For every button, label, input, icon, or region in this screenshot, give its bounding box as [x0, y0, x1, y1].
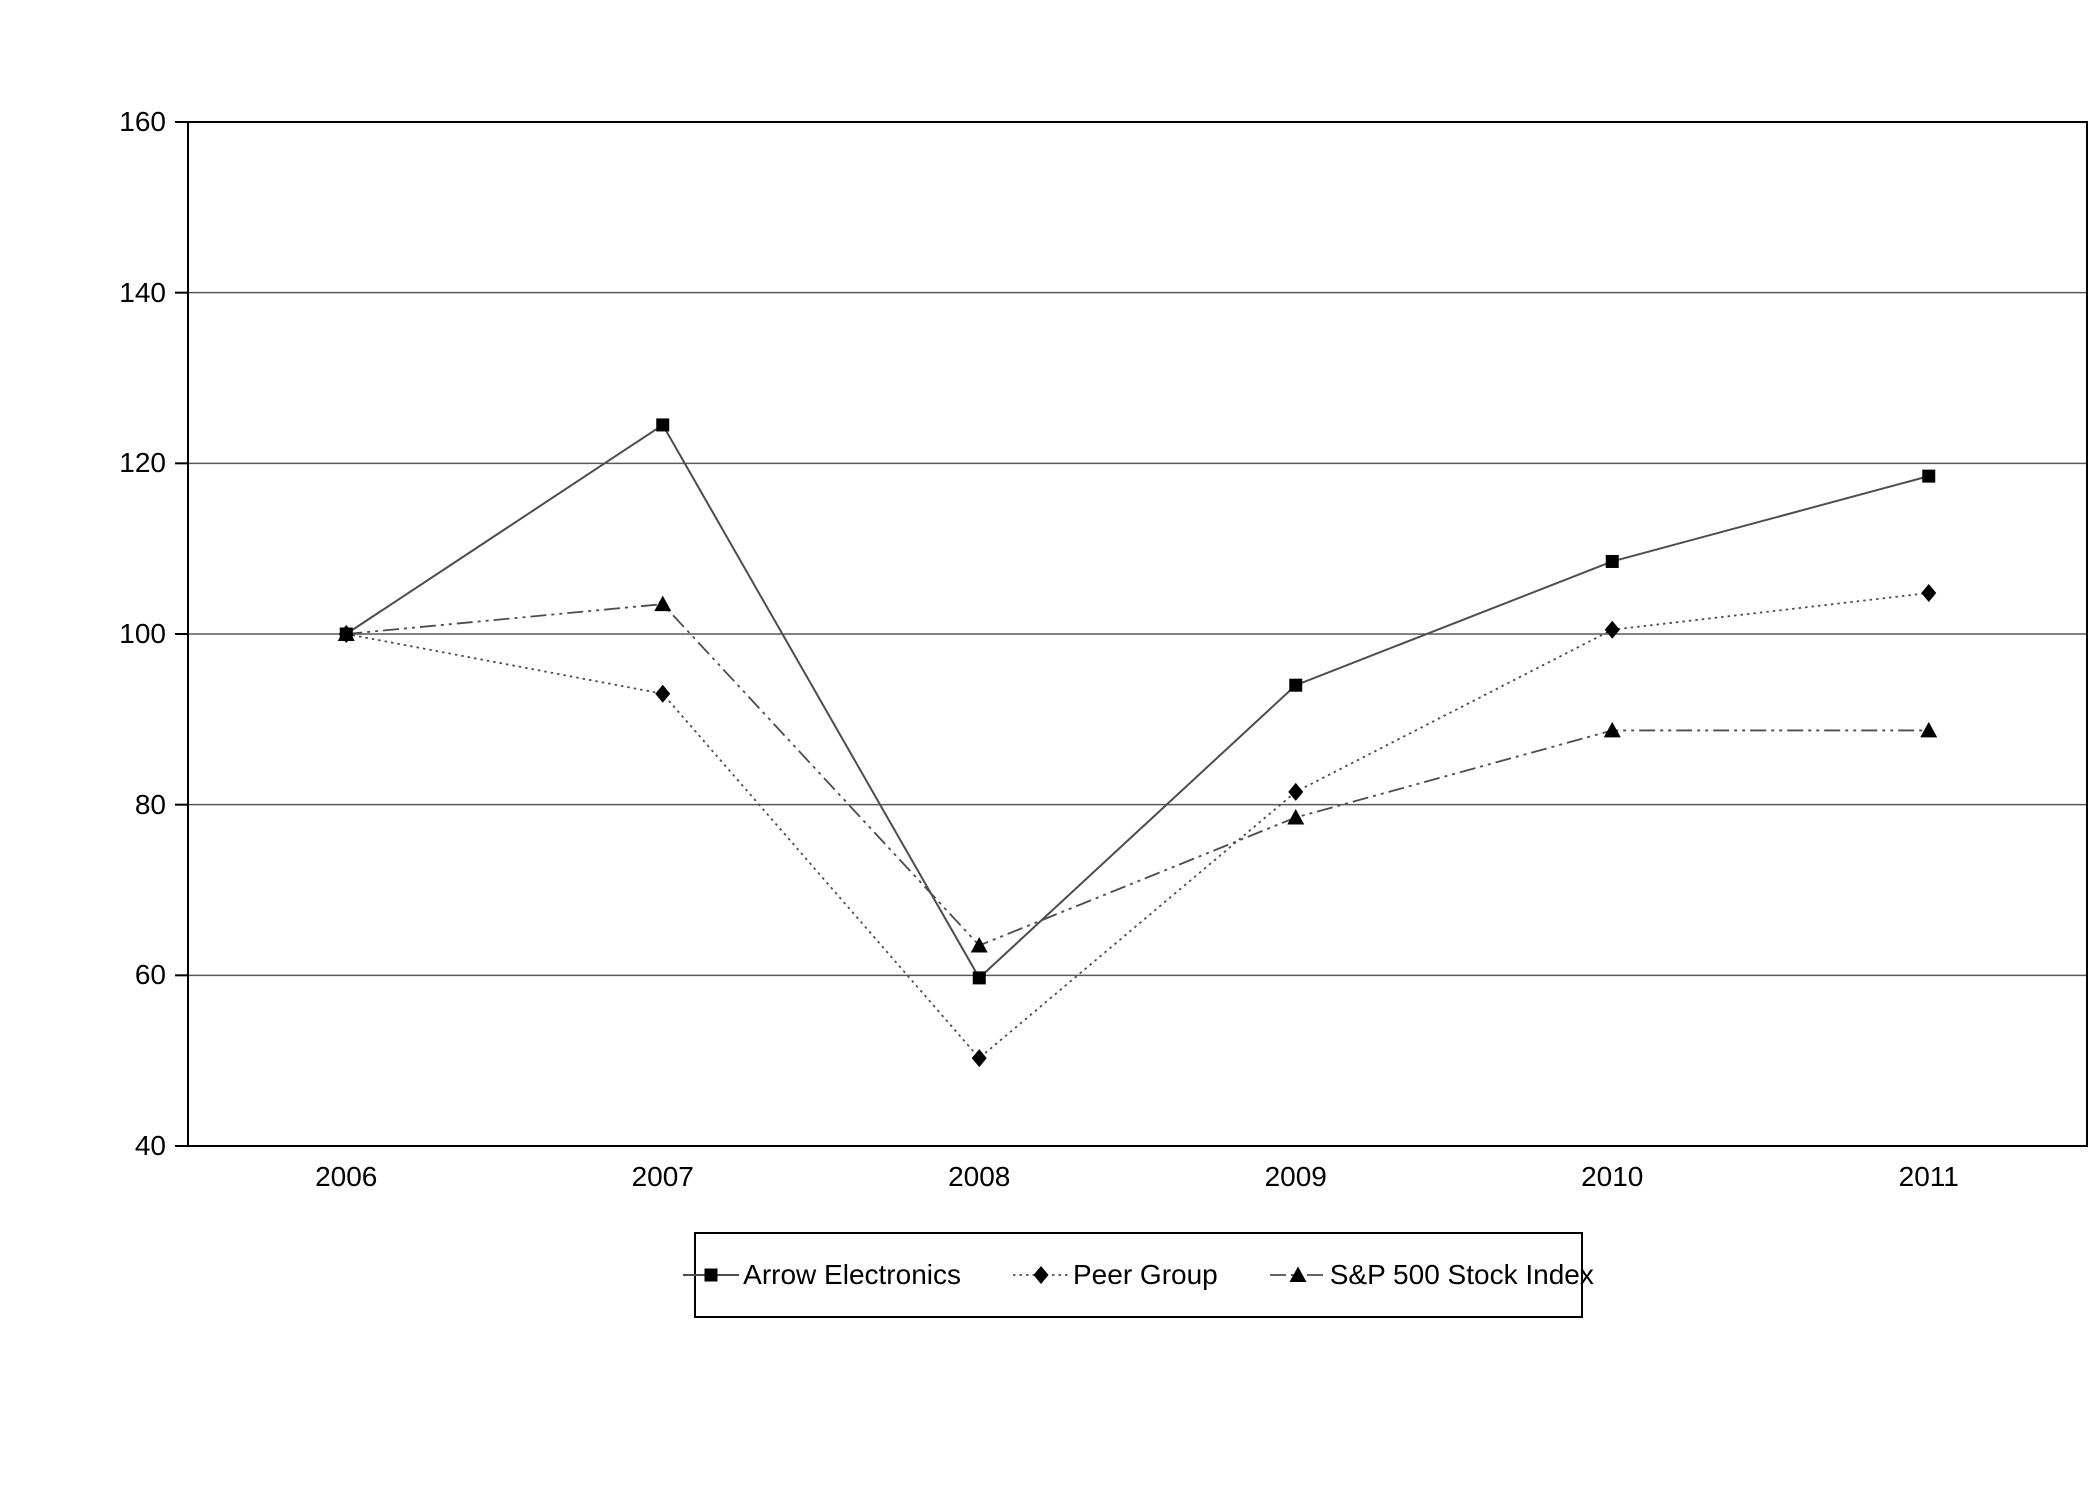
series-line-2 [346, 603, 1929, 947]
diamond-marker-icon [1921, 584, 1937, 603]
legend-label: S&P 500 Stock Index [1329, 1259, 1594, 1290]
x-tick-label: 2007 [631, 1161, 694, 1192]
legend-diamond-marker-icon [1013, 1266, 1069, 1284]
diamond-marker-icon [655, 684, 671, 703]
legend-item-arrow-electronics: Arrow Electronics [683, 1259, 961, 1291]
series-line-1 [346, 592, 1929, 1060]
diamond-marker-icon [971, 1049, 987, 1068]
square-marker-icon [1922, 469, 1936, 483]
y-tick-label: 80 [134, 788, 166, 820]
series-line-0 [345, 423, 1930, 980]
y-tick-label: 160 [119, 106, 166, 137]
y-tick-label: 120 [119, 447, 166, 479]
y-tick-label: 40 [134, 1130, 166, 1161]
triangle-marker-icon [1920, 721, 1938, 738]
legend-item-peer-group: Peer Group [1013, 1259, 1218, 1291]
legend-label: Arrow Electronics [743, 1259, 961, 1290]
x-tick-label: 2006 [315, 1161, 378, 1192]
square-marker-icon [704, 1268, 718, 1282]
diamond-marker-icon [1604, 620, 1620, 639]
legend-label: Peer Group [1073, 1259, 1218, 1290]
legend-triangle-marker-icon [1269, 1266, 1326, 1282]
diamond-marker-icon [1288, 782, 1304, 801]
triangle-marker-icon [1287, 808, 1305, 825]
x-tick-label: 2010 [1581, 1161, 1644, 1192]
triangle-marker-icon [654, 595, 672, 612]
square-marker-icon [656, 418, 670, 432]
x-tick-label: 2009 [1264, 1161, 1327, 1192]
triangle-marker-icon [970, 936, 988, 953]
x-tick-label: 2008 [948, 1161, 1011, 1192]
x-tick-label: 2011 [1898, 1161, 1959, 1192]
legend-item-sp500: S&P 500 Stock Index [1269, 1259, 1594, 1291]
triangle-marker-icon [1603, 721, 1621, 738]
triangle-marker-icon [1289, 1266, 1307, 1282]
square-marker-icon [1605, 554, 1619, 568]
chart-legend: Arrow Electronics Peer Group S&P 500 Sto… [683, 1232, 1594, 1318]
square-marker-icon [339, 627, 353, 641]
legend-square-marker-icon [683, 1268, 740, 1282]
y-tick-label: 100 [119, 618, 166, 649]
square-marker-icon [972, 971, 986, 985]
plot-border [187, 121, 2088, 1147]
y-tick-label: 140 [119, 276, 166, 308]
diamond-marker-icon [1033, 1266, 1049, 1284]
square-marker-icon [1289, 678, 1303, 692]
y-tick-label: 60 [134, 959, 166, 991]
